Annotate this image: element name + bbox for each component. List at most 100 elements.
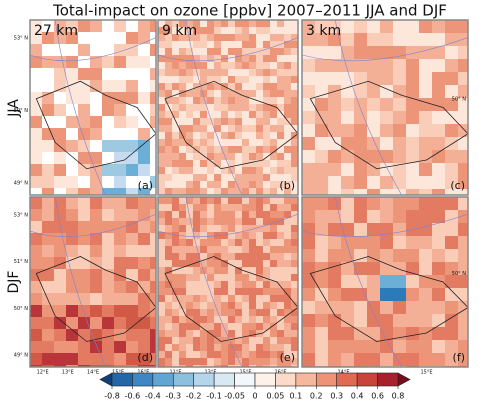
map-cell [277,302,285,310]
map-cell [228,267,236,275]
map-cell [380,340,394,354]
map-cell [256,260,264,268]
map-cell [200,358,208,366]
map-cell [242,69,250,77]
map-cell [150,269,156,282]
map-cell [138,68,151,81]
map-cell [256,246,264,254]
panel-label: (b) [279,179,295,192]
map-cell [249,181,257,189]
map-cell [380,20,394,34]
map-cell [380,59,394,73]
map-cell [249,197,257,205]
map-cell [242,20,250,28]
map-cell [214,330,222,338]
map-cell [186,267,194,275]
map-cell [291,323,298,331]
map-cell [328,288,342,302]
map-cell [207,160,215,168]
map-cell [367,210,381,224]
map-cell [270,76,278,84]
map-cell [214,139,222,147]
map-cell [445,275,459,289]
map-cell [214,55,222,63]
map-cell [263,97,271,105]
map-cell [228,281,236,289]
map-cell [249,90,257,98]
map-cell [158,69,166,77]
map-cell [186,239,194,247]
map-cell [242,330,250,338]
map-cell [214,76,222,84]
map-cell [158,302,166,310]
map-cell [207,167,215,175]
map-cell [207,239,215,247]
map-cell [277,69,285,77]
map-cell [228,118,236,126]
map-cell [367,46,381,60]
map-cell [367,98,381,112]
map-cell [200,267,208,275]
map-cell [270,365,278,367]
map-cell [42,56,55,69]
map-cell [186,330,194,338]
map-cell [445,301,459,315]
map-cell [235,316,243,324]
map-cell [256,139,264,147]
map-cell [138,80,151,93]
map-cell [393,72,407,86]
map-cell [114,32,127,45]
map-cell [341,189,355,195]
map-cell [179,83,187,91]
map-cell [445,59,459,73]
map-cell [214,316,222,324]
map-cell [242,309,250,317]
map-cell [54,365,67,367]
map-cell [406,98,420,112]
map-cell [380,236,394,250]
map-cell [221,253,229,261]
map-cell [54,269,67,282]
map-cell [291,239,298,247]
map-cell [291,181,298,189]
map-cell [102,68,115,81]
map-cell [458,59,468,73]
map-cell [221,316,229,324]
map-cell [193,281,201,289]
map-cell [126,257,139,270]
map-cell [242,76,250,84]
map-cell [354,189,368,195]
map-cell [419,124,433,138]
map-cell [165,27,173,35]
map-cell [102,281,115,294]
map-cell [270,90,278,98]
colorbar-tick-label: -0.3 [165,392,181,401]
map-cell [302,353,316,367]
map-cell [432,59,446,73]
map-cell [302,150,316,164]
map-cell [242,125,250,133]
map-cell [90,104,103,117]
map-cell [165,267,173,275]
panel-label: (f) [453,351,465,364]
map-cell [228,225,236,233]
map-cell [165,274,173,282]
map-cell [42,209,55,222]
map-cell [114,257,127,270]
map-cell [172,197,180,205]
map-cell [406,72,420,86]
map-cell [207,281,215,289]
map-cell [315,210,329,224]
map-cell [90,293,103,306]
map-cell [284,83,292,91]
map-cell [235,246,243,254]
map-cell [263,309,271,317]
map-cell [235,351,243,359]
map-cell [458,72,468,86]
map-cell [291,160,298,168]
map-cell [66,128,79,141]
map-cell [158,146,166,154]
map-cell [42,68,55,81]
map-cell [30,176,43,189]
map-cell [158,211,166,219]
